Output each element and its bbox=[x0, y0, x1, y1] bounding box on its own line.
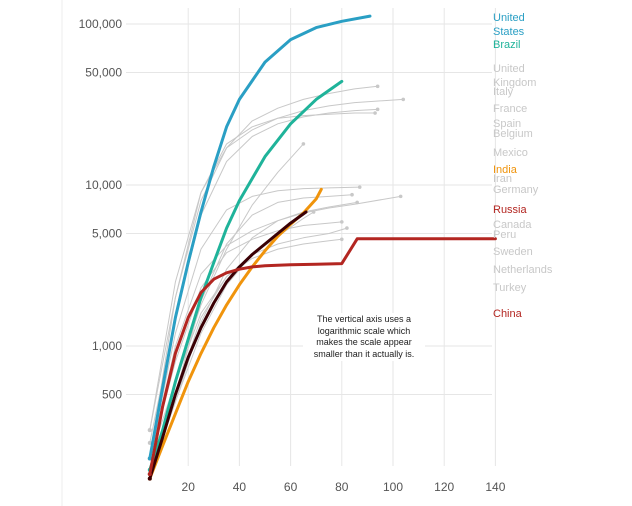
series-label-netherlands: Netherlands bbox=[493, 264, 553, 276]
x-axis-ticks: 20 40 60 80 100 120 140 bbox=[182, 480, 506, 494]
y-axis-ticks: 100,000 50,000 10,000 5,000 1,000 500 bbox=[79, 17, 123, 401]
series-end-point bbox=[355, 200, 359, 205]
y-tick-label: 50,000 bbox=[85, 65, 122, 79]
chart-grid bbox=[61, 0, 496, 506]
x-tick-label: 40 bbox=[233, 480, 247, 494]
series-label-peru: Peru bbox=[493, 229, 516, 241]
series-end-point bbox=[398, 194, 403, 199]
series-label-france: France bbox=[493, 103, 527, 115]
series-label-turkey: Turkey bbox=[493, 282, 527, 294]
series-end-point bbox=[340, 220, 344, 224]
x-tick-label: 80 bbox=[335, 480, 349, 494]
series-label-canada: Canada bbox=[493, 219, 532, 231]
series-line-canada bbox=[149, 201, 358, 475]
series-start-point bbox=[147, 472, 152, 477]
series-end-point bbox=[373, 111, 377, 115]
series-line-mexico bbox=[149, 143, 304, 459]
series-end-point bbox=[350, 192, 354, 197]
y-tick-label: 10,000 bbox=[85, 178, 122, 192]
x-tick-label: 60 bbox=[284, 480, 298, 494]
series-end-point bbox=[375, 84, 380, 89]
series-label-germany: Germany bbox=[493, 184, 539, 196]
series-label-sweden: Sweden bbox=[493, 246, 533, 258]
series-line-netherlands bbox=[149, 221, 343, 459]
series-label-spain: Spain bbox=[493, 118, 521, 130]
x-tick-label: 100 bbox=[383, 480, 403, 494]
series-end-point bbox=[357, 185, 362, 189]
y-tick-label: 5,000 bbox=[92, 226, 122, 240]
series-start-point bbox=[147, 428, 152, 433]
x-tick-label: 120 bbox=[434, 480, 454, 494]
log-scale-annotation: The vertical axis uses a logarithmic sca… bbox=[303, 313, 425, 361]
series-end-point bbox=[401, 97, 406, 102]
series-line-italy bbox=[149, 98, 404, 431]
series-line-united-kingdom bbox=[149, 85, 379, 431]
series-line-spain bbox=[149, 112, 376, 459]
series-end-point bbox=[340, 237, 344, 242]
series-label-united: United bbox=[493, 63, 525, 75]
series-line-iran bbox=[149, 195, 402, 459]
series-label-brazil: Brazil bbox=[493, 39, 521, 51]
y-tick-label: 500 bbox=[102, 387, 122, 401]
series-start-point bbox=[147, 440, 152, 445]
series-label-iran: Iran bbox=[493, 173, 512, 185]
series-label-belgium: Belgium bbox=[493, 128, 533, 140]
y-tick-label: 1,000 bbox=[92, 339, 122, 353]
x-tick-label: 140 bbox=[485, 480, 505, 494]
series-line-russia bbox=[148, 237, 497, 476]
highlighted-country-lines bbox=[147, 14, 497, 481]
y-tick-label: 100,000 bbox=[79, 17, 123, 31]
series-end-point bbox=[311, 210, 316, 214]
series-label-china: China bbox=[493, 308, 523, 320]
x-tick-label: 20 bbox=[182, 480, 196, 494]
series-label-italy: Italy bbox=[493, 86, 514, 98]
series-line-highlight bbox=[148, 210, 308, 481]
series-label-russia: Russia bbox=[493, 204, 528, 216]
series-label-india: India bbox=[493, 164, 518, 176]
series-start-point bbox=[147, 456, 152, 461]
series-end-point bbox=[345, 226, 349, 230]
series-start-point bbox=[147, 476, 152, 481]
series-line-united-states bbox=[148, 14, 372, 460]
series-end-point bbox=[375, 107, 380, 112]
series-label-united: United bbox=[493, 12, 525, 24]
series-line-germany bbox=[149, 194, 353, 475]
series-label-states: States bbox=[493, 26, 525, 38]
series-end-point bbox=[301, 142, 306, 146]
series-line-brazil bbox=[148, 79, 344, 472]
series-line-peru bbox=[149, 211, 315, 475]
series-label-mexico: Mexico bbox=[493, 147, 528, 159]
series-label-kingdom: Kingdom bbox=[493, 77, 536, 89]
series-line-turkey bbox=[149, 238, 343, 475]
